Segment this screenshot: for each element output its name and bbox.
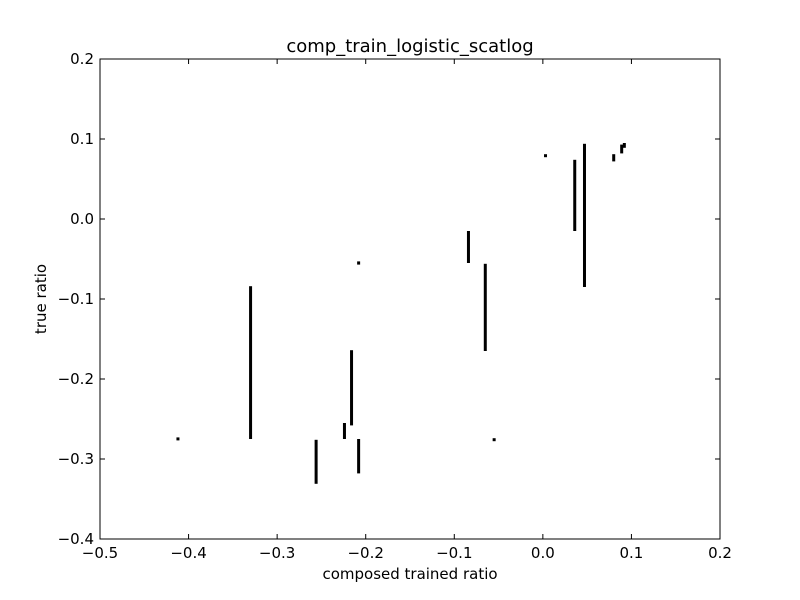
scatter-point-cluster: [249, 286, 253, 439]
x-tick-label: −0.5: [82, 544, 118, 562]
scatter-point-cluster: [466, 231, 470, 263]
y-tick-label: 0.0: [70, 210, 94, 228]
scatter-point-cluster: [620, 144, 624, 154]
scatter-point-cluster: [350, 350, 354, 426]
y-axis: −0.4 −0.3 −0.2 −0.1 0.0 0.1 0.2: [58, 50, 720, 548]
scatter-point-cluster: [357, 261, 361, 265]
y-tick-label: −0.4: [58, 530, 94, 548]
y-tick-label: −0.3: [58, 450, 94, 468]
y-tick-label: −0.2: [58, 370, 94, 388]
scatter-point-cluster: [342, 423, 346, 439]
scatter-point-cluster: [357, 439, 361, 474]
x-tick-label: −0.2: [347, 544, 383, 562]
scatter-point-cluster: [573, 159, 577, 231]
y-tick-label: 0.2: [70, 50, 94, 68]
x-tick-label: 0.2: [708, 544, 732, 562]
scatter-point-cluster: [612, 154, 616, 162]
x-tick-label: 0.0: [531, 544, 555, 562]
scatter-point-cluster: [314, 439, 318, 484]
scatter-point-cluster: [492, 438, 496, 442]
data-marks: [176, 143, 626, 484]
x-tick-label: −0.3: [259, 544, 295, 562]
scatter-point-cluster: [622, 143, 626, 148]
y-tick-label: 0.1: [70, 130, 94, 148]
scatter-point-cluster: [582, 143, 586, 287]
scatter-point-cluster: [176, 437, 180, 441]
chart-title: comp_train_logistic_scatlog: [286, 36, 533, 57]
x-tick-label: −0.4: [170, 544, 206, 562]
scatter-point-cluster: [483, 263, 487, 351]
y-axis-label: true ratio: [32, 264, 50, 334]
x-axis: −0.5 −0.4 −0.3 −0.2 −0.1 0.0 0.1 0.2: [82, 59, 732, 562]
scatter-point-cluster: [544, 154, 548, 158]
y-tick-label: −0.1: [58, 290, 94, 308]
x-tick-label: 0.1: [619, 544, 643, 562]
x-axis-label: composed trained ratio: [322, 565, 497, 583]
x-tick-label: −0.1: [436, 544, 472, 562]
